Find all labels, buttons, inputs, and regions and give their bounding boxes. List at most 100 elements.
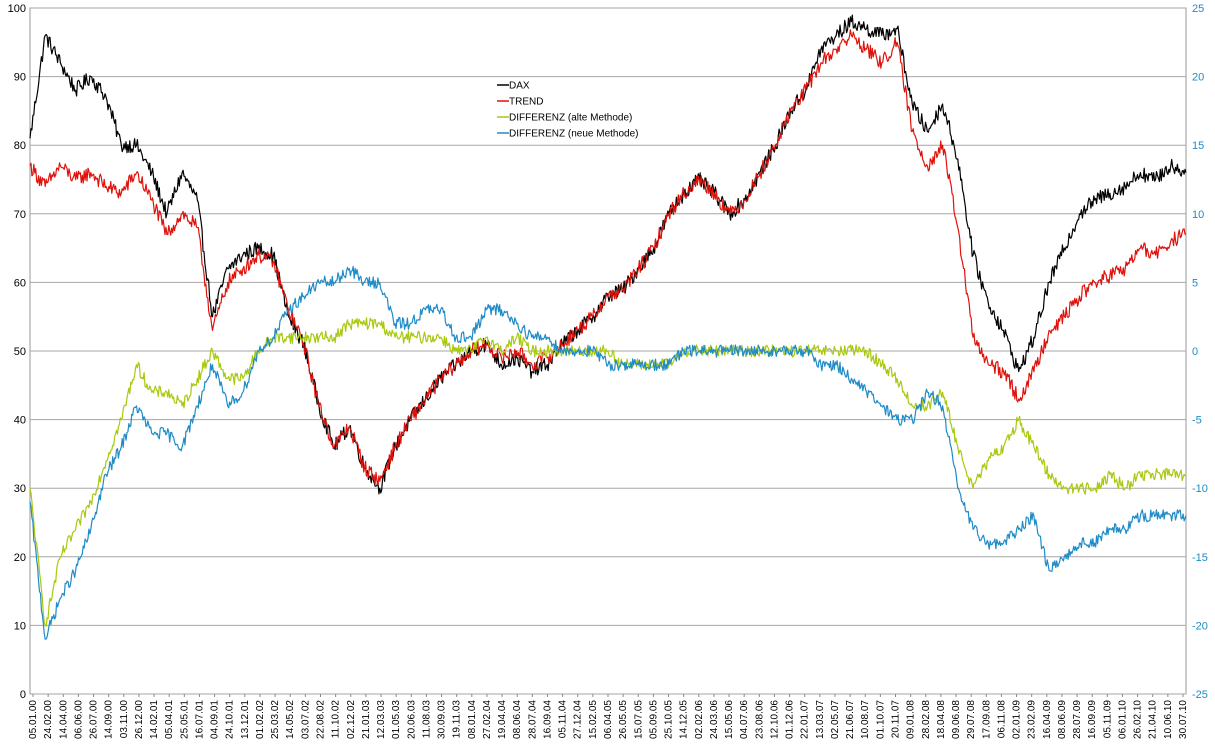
x-tick-label: 19.11.03 — [452, 700, 463, 739]
x-tick-label: 21.01.03 — [361, 700, 372, 739]
x-tick-label: 10.06.10 — [1163, 700, 1174, 739]
x-tick-label: 26.07.00 — [89, 700, 100, 739]
x-tick-label: 19.04.04 — [497, 700, 508, 739]
x-tick-label: 02.12.02 — [346, 700, 357, 739]
x-tick-label: 06.06.00 — [73, 700, 84, 739]
x-tick-label: 30.09.03 — [437, 700, 448, 739]
x-tick-label: 18.04.08 — [936, 700, 947, 739]
x-tick-label: 01.05.03 — [391, 700, 402, 739]
x-tick-label: 27.12.04 — [573, 700, 584, 739]
x-tick-label: 06.11.08 — [996, 700, 1007, 739]
x-tick-label: 08.01.04 — [467, 700, 478, 739]
x-tick-label: 16.04.09 — [1042, 700, 1053, 739]
x-tick-label: 01.10.07 — [875, 700, 886, 739]
x-tick-label: 27.02.04 — [482, 700, 493, 739]
x-tick-label: 15.02.05 — [588, 700, 599, 739]
x-tick-label: 22.08.02 — [316, 700, 327, 739]
axes: 0 10 20 30 40 50 60 70 80 90 100 -25 -20 -15 -10 -5 0 5 10… — [8, 3, 1208, 739]
x-tick-label: 12.03.03 — [376, 700, 387, 739]
grid — [30, 7, 1186, 695]
x-tick-label: 21.04.10 — [1148, 700, 1159, 739]
x-tick-label: 06.01.10 — [1117, 700, 1128, 739]
y-right-tick-label: 25 — [1192, 3, 1204, 15]
x-tick-label: 02.01.09 — [1012, 700, 1023, 739]
x-tick-label: 16.07.01 — [194, 700, 205, 739]
x-tick-label: 17.09.08 — [981, 700, 992, 739]
x-tick-label: 23.02.09 — [1027, 700, 1038, 739]
x-tick-label: 28.02.08 — [921, 700, 932, 739]
x-tick-label: 11.08.03 — [421, 700, 432, 739]
x-tick-label: 15.05.06 — [724, 700, 735, 739]
x-tick-label: 14.12.05 — [679, 700, 690, 739]
series-line-3 — [29, 317, 1187, 627]
x-tick-label: 06.04.05 — [603, 700, 614, 739]
y-left-tick-label: 20 — [14, 552, 26, 564]
y-right-tick-label: -20 — [1192, 620, 1208, 632]
x-tick-label: 14.09.00 — [104, 700, 115, 739]
x-tick-label: 29.07.08 — [966, 700, 977, 739]
x-tick-label: 04.09.01 — [210, 700, 221, 739]
x-tick-label: 25.05.01 — [179, 700, 190, 739]
y-left-tick-label: 100 — [8, 3, 26, 15]
y-left-tick-label: 40 — [14, 415, 26, 427]
y-right-tick-label: -25 — [1192, 689, 1208, 701]
x-tick-label: 05.01.00 — [28, 700, 39, 739]
x-tick-label: 02.05.07 — [830, 700, 841, 739]
x-tick-label: 12.10.06 — [769, 700, 780, 739]
x-tick-label: 24.03.06 — [709, 700, 720, 739]
x-tick-label: 25.10.05 — [664, 700, 675, 739]
x-tick-label: 13.03.07 — [815, 700, 826, 739]
x-tick-label: 14.02.01 — [149, 700, 160, 739]
x-tick-label: 08.06.04 — [512, 700, 523, 739]
x-tick-label: 24.02.00 — [43, 700, 54, 739]
y-left-tick-label: 60 — [14, 277, 26, 289]
legend-label: DAX — [509, 81, 530, 92]
x-tick-label: 28.07.09 — [1072, 700, 1083, 739]
y-right-tick-label: -10 — [1192, 483, 1208, 495]
series-line-2 — [29, 29, 1187, 486]
x-tick-label: 20.11.07 — [891, 700, 902, 739]
x-tick-label: 11.10.02 — [331, 700, 342, 739]
x-tick-label: 09.01.08 — [906, 700, 917, 739]
y-left-tick-label: 30 — [14, 483, 26, 495]
x-tick-label: 14.05.02 — [285, 700, 296, 739]
x-tick-label: 20.06.03 — [406, 700, 417, 739]
x-tick-label: 16.09.04 — [542, 700, 553, 739]
x-tick-label: 13.12.01 — [240, 700, 251, 739]
x-tick-label: 10.08.07 — [860, 700, 871, 739]
x-tick-label: 28.07.04 — [527, 700, 538, 739]
y-left-tick-label: 10 — [14, 620, 26, 632]
y-right-tick-label: 10 — [1192, 209, 1204, 221]
x-tick-label: 15.07.05 — [633, 700, 644, 739]
x-tick-label: 14.04.00 — [58, 700, 69, 739]
x-tick-label: 22.01.07 — [800, 700, 811, 739]
x-tick-label: 05.04.01 — [164, 700, 175, 739]
x-tick-label: 03.11.00 — [119, 700, 130, 739]
x-tick-label: 08.06.09 — [1057, 700, 1068, 739]
x-tick-label: 16.09.09 — [1087, 700, 1098, 739]
legend-label: DIFFERENZ (neue Methode) — [509, 129, 639, 140]
x-tick-label: 26.02.10 — [1133, 700, 1144, 739]
x-tick-label: 03.07.02 — [300, 700, 311, 739]
y-left-tick-label: 50 — [14, 346, 26, 358]
legend-label: DIFFERENZ (alte Methode) — [509, 113, 632, 124]
y-left-tick-label: 70 — [14, 209, 26, 221]
legend: DAX TREND DIFFERENZ (alte Methode) DIFFEREN… — [497, 81, 639, 140]
y-right-tick-label: 15 — [1192, 140, 1204, 152]
x-tick-label: 09.06.08 — [951, 700, 962, 739]
y-right-tick-label: 20 — [1192, 72, 1204, 84]
x-tick-label: 25.03.02 — [270, 700, 281, 739]
x-tick-label: 30.07.10 — [1178, 700, 1189, 739]
x-tick-label: 05.11.04 — [558, 700, 569, 739]
x-tick-label: 23.08.06 — [754, 700, 765, 739]
y-right-tick-label: -5 — [1192, 415, 1202, 427]
x-tick-label: 02.02.06 — [694, 700, 705, 739]
x-tick-label: 01.12.06 — [785, 700, 796, 739]
x-tick-label: 24.10.01 — [225, 700, 236, 739]
series-line-4 — [29, 265, 1187, 640]
y-left-tick-label: 0 — [20, 689, 26, 701]
x-tick-label: 26.05.05 — [618, 700, 629, 739]
y-right-tick-label: -15 — [1192, 552, 1208, 564]
